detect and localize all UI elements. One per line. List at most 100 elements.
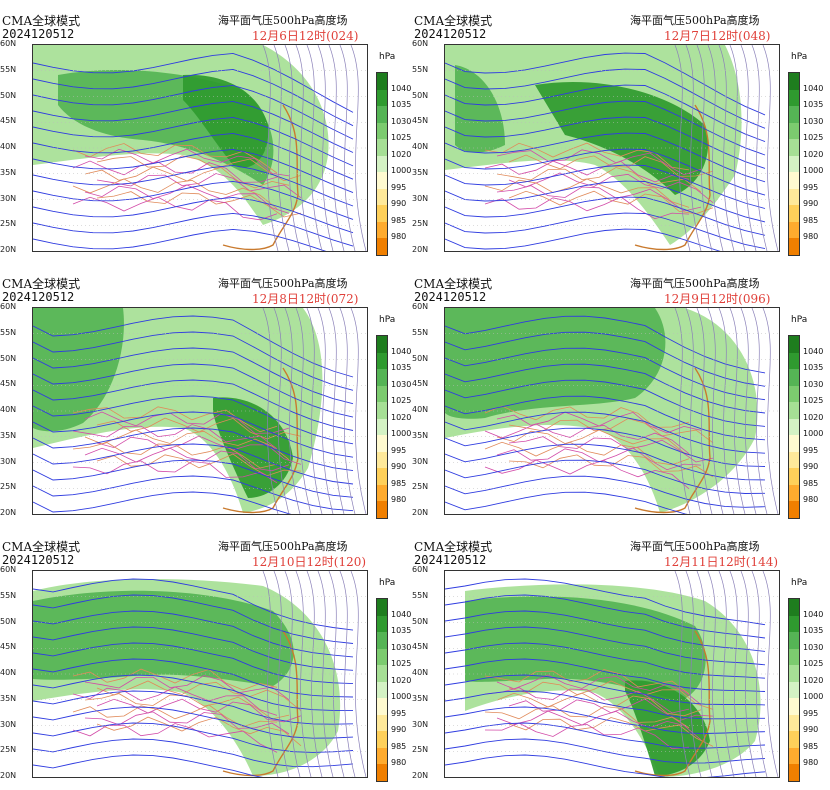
isobar	[740, 45, 757, 251]
latitude-label: 20N	[412, 508, 429, 517]
model-label: CMA全球模式	[414, 540, 493, 554]
latitude-label: 30N	[412, 719, 429, 729]
terrain-contour	[508, 190, 714, 215]
colorbar-segment	[789, 484, 799, 502]
pressure-fill-region	[625, 680, 710, 776]
colorbar-segment	[377, 106, 387, 124]
colorbar-tick-label: 990	[803, 199, 819, 209]
isobar	[306, 571, 323, 777]
height-contour	[33, 578, 354, 631]
terrain-contour	[484, 160, 690, 183]
latitude-label: 55N	[412, 590, 429, 600]
height-contour	[33, 738, 354, 768]
colorbar-tick-label: 985	[391, 215, 407, 225]
height-contour	[445, 84, 766, 143]
height-contour	[33, 52, 354, 113]
isobar	[674, 308, 691, 514]
colorbar-segment	[377, 681, 387, 699]
latitude-label: 30N	[412, 456, 429, 466]
colorbar-tick-label: 1030	[803, 642, 824, 652]
colorbar-tick-label: 990	[803, 725, 819, 735]
colorbar-segment	[377, 484, 387, 502]
colorbar-tick-label: 1030	[391, 642, 412, 652]
isobar	[718, 571, 735, 777]
pressure-fill-region	[455, 65, 505, 153]
height-contour	[445, 116, 766, 169]
colorbar-segment	[789, 632, 799, 650]
terrain-contour	[484, 669, 690, 695]
isobar	[328, 308, 345, 514]
colorbar-tick-label: 995	[391, 708, 407, 718]
colorbar-segment	[789, 122, 799, 140]
colorbar-segment	[377, 385, 387, 403]
valid-time: 12月9日12时(096)	[664, 292, 771, 306]
panel-forecast-024: CMA全球模式 2024120512 海平面气压500hPa高度场 12月6日1…	[0, 0, 411, 258]
terrain-contour	[508, 680, 714, 710]
map-title: 海平面气压500hPa高度场	[218, 540, 348, 553]
colorbar-tick-label: 1040	[391, 609, 412, 619]
isobar	[762, 571, 779, 777]
colorbar-segment	[377, 698, 387, 716]
isobar	[762, 45, 779, 251]
colorbar-tick-label: 995	[803, 182, 819, 192]
map-graphic	[33, 45, 367, 251]
height-contour	[33, 427, 354, 472]
colorbar-tick-label: 1040	[803, 346, 824, 356]
colorbar-segment	[377, 89, 387, 107]
colorbar	[376, 72, 388, 256]
terrain-contour	[496, 167, 702, 193]
colorbar-segment	[789, 385, 799, 403]
height-contour	[445, 459, 766, 494]
colorbar-tick-label: 990	[391, 199, 407, 209]
isobar	[328, 571, 345, 777]
terrain-contour	[72, 406, 278, 433]
height-contour	[445, 180, 766, 223]
terrain-contour	[484, 687, 690, 714]
colorbar-tick-label: 1020	[391, 675, 412, 685]
height-contour	[33, 491, 292, 514]
colorbar-segment	[377, 599, 387, 617]
height-contour	[33, 116, 354, 167]
colorbar-segment	[377, 648, 387, 666]
height-contour	[33, 347, 354, 405]
colorbar-segment	[789, 89, 799, 107]
weather-map	[32, 307, 368, 515]
colorbar-segment	[377, 632, 387, 650]
colorbar	[788, 335, 800, 519]
colorbar-segment	[789, 451, 799, 469]
model-label: CMA全球模式	[2, 277, 81, 291]
isobar	[729, 45, 746, 251]
isobar	[350, 308, 367, 514]
valid-time: 12月7日12时(048)	[664, 29, 771, 43]
latitude-label: 25N	[0, 745, 17, 755]
latitude-label: 35N	[412, 167, 429, 177]
height-contour	[33, 626, 354, 671]
height-contour	[33, 642, 354, 685]
terrain-contour	[84, 148, 290, 177]
isobar	[696, 45, 713, 251]
colorbar-tick-label: 1000	[803, 429, 824, 439]
colorbar-tick-label: 990	[803, 462, 819, 472]
height-contour	[33, 658, 354, 698]
terrain-contour	[484, 423, 690, 455]
terrain-contour	[84, 675, 290, 701]
colorbar-tick-label: 1025	[803, 396, 824, 406]
colorbar-tick-label: 1030	[803, 379, 824, 389]
terrain-contour	[496, 429, 702, 459]
height-contour	[33, 148, 354, 194]
colorbar	[788, 72, 800, 256]
height-contour	[445, 722, 766, 749]
height-contour	[445, 491, 688, 514]
latitude-label: 25N	[412, 219, 429, 229]
latitude-label: 30N	[0, 456, 17, 466]
height-contour	[33, 674, 353, 711]
pressure-fill-region	[183, 74, 269, 168]
height-contour	[445, 164, 766, 209]
colorbar-segment	[377, 435, 387, 453]
panel-forecast-120: CMA全球模式 2024120512 海平面气压500hPa高度场 12月10日…	[0, 526, 411, 784]
isobar	[696, 571, 713, 777]
colorbar-segment	[789, 172, 799, 190]
colorbar-segment	[789, 221, 799, 239]
height-contour	[445, 411, 766, 454]
terrain-contour	[496, 149, 702, 176]
